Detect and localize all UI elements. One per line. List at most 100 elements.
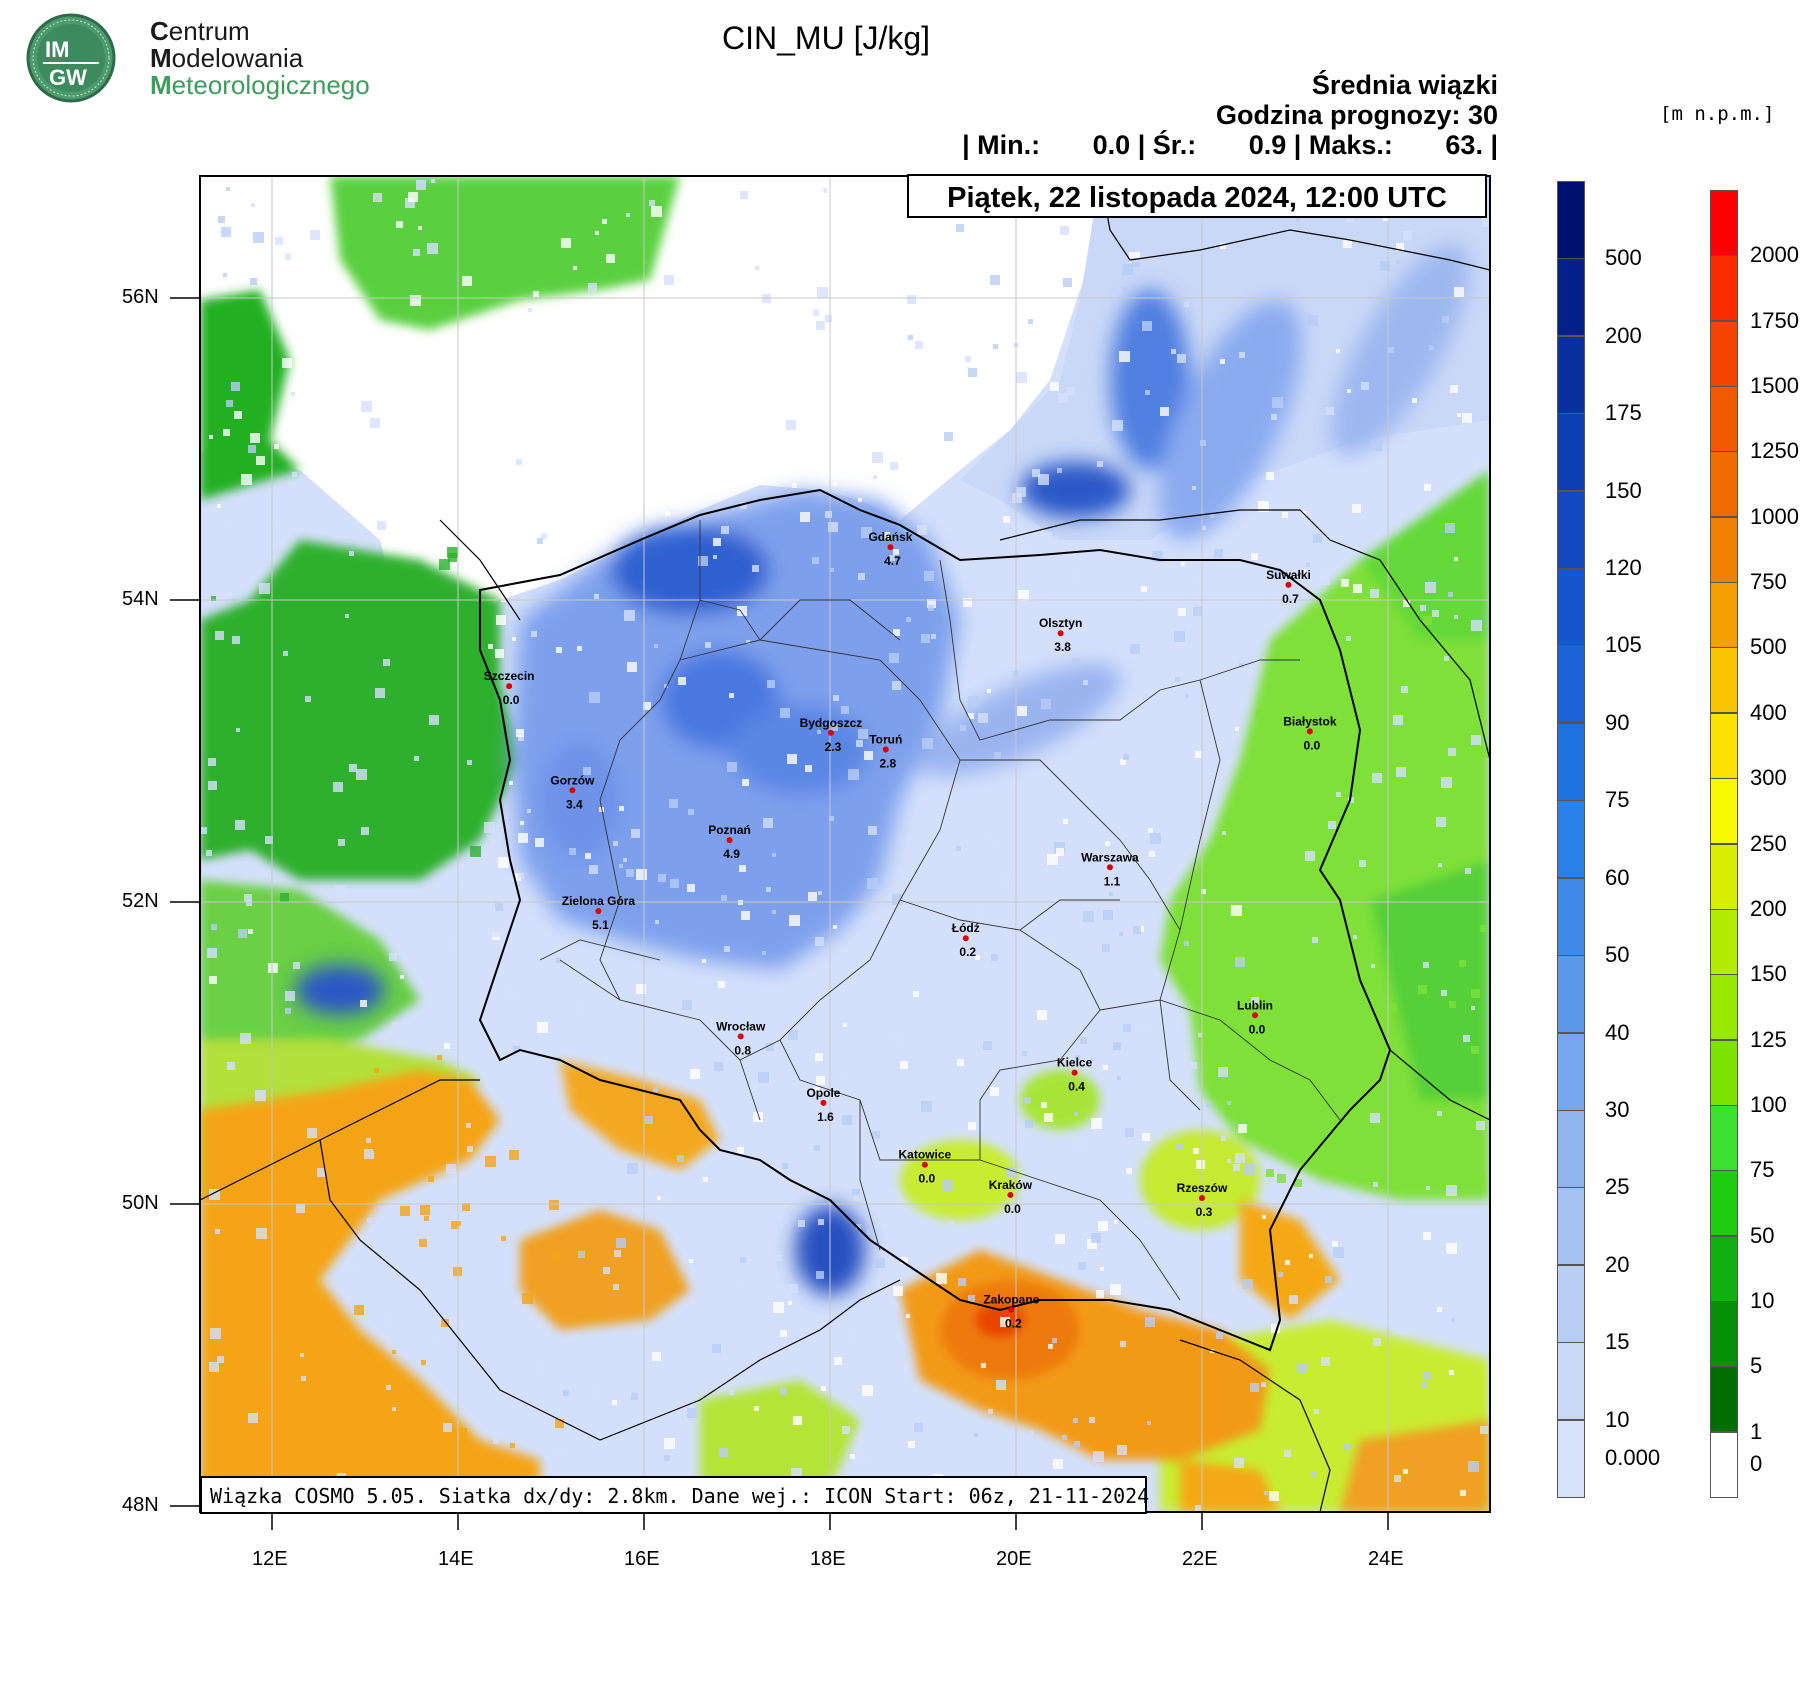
lon-tick-label: 24E	[1368, 1548, 1404, 1570]
colorbar-swatch	[1710, 386, 1738, 453]
field-speckle	[1117, 1445, 1127, 1455]
field-speckle	[211, 596, 216, 601]
field-speckle	[227, 1062, 235, 1070]
field-speckle	[1347, 389, 1351, 393]
city-value: 0.0	[919, 1172, 936, 1186]
field-speckle	[1272, 397, 1283, 408]
field-speckle	[872, 1131, 880, 1139]
field-speckle	[1063, 819, 1068, 824]
field-speckle	[200, 827, 207, 834]
field-speckle	[1278, 1272, 1283, 1277]
field-speckle	[513, 1046, 520, 1053]
field-speckle	[1266, 472, 1274, 480]
field-speckle	[636, 984, 646, 994]
colorbar-swatch	[1557, 955, 1585, 1034]
city-name: Poznań	[708, 823, 751, 837]
field-speckle	[602, 219, 607, 224]
field-speckle	[739, 865, 746, 872]
field-speckle	[276, 1342, 286, 1352]
imgw-logo-text: Centrum Modelowania Meteorologicznego	[150, 16, 370, 100]
colorbar-swatch	[1557, 335, 1585, 414]
field-speckle	[864, 751, 873, 760]
field-speckle	[1432, 610, 1439, 617]
field-speckle	[290, 1376, 300, 1386]
colorbar-swatch	[1557, 568, 1585, 647]
city-marker: Wrocław 0.8	[716, 1019, 766, 1057]
field-speckle	[766, 1043, 774, 1051]
field-speckle	[232, 636, 240, 644]
elevation-unit-label: [m n.p.m.]	[1660, 103, 1775, 125]
city-dot	[726, 837, 733, 844]
field-speckle	[664, 684, 668, 688]
field-speckle	[776, 1255, 782, 1261]
field-speckle	[1200, 440, 1206, 446]
field-speckle	[1319, 574, 1330, 585]
field-speckle	[893, 1286, 903, 1296]
field-speckle	[1347, 1143, 1358, 1154]
field-speckle	[1038, 474, 1049, 485]
field-speckle	[626, 869, 634, 877]
field-speckle	[1195, 751, 1202, 758]
field-speckle	[990, 1087, 999, 1096]
field-speckle	[918, 934, 922, 938]
field-speckle	[968, 696, 979, 707]
colorbar-swatch	[1710, 1170, 1738, 1237]
field-speckle	[1123, 287, 1127, 291]
field-speckle	[938, 933, 942, 937]
field-speckle	[741, 911, 750, 920]
field-speckle	[690, 1069, 700, 1079]
field-speckle	[921, 1101, 932, 1112]
field-speckle	[931, 421, 941, 431]
field-speckle	[1210, 514, 1214, 518]
field-speckle	[1302, 569, 1306, 573]
field-speckle	[613, 1284, 619, 1290]
field-speckle	[419, 1239, 427, 1247]
field-speckle	[248, 445, 256, 453]
city-name: Toruń	[869, 732, 902, 746]
field-speckle	[594, 594, 599, 599]
field-speckle	[714, 1062, 723, 1071]
lon-tick-label: 12E	[252, 1548, 288, 1570]
field-speckle	[862, 1385, 873, 1396]
field-speckle	[1041, 699, 1051, 709]
field-speckle	[275, 237, 283, 245]
field-speckle	[713, 538, 721, 546]
field-speckle	[481, 1122, 488, 1129]
field-speckle	[1352, 504, 1361, 513]
field-speckle	[1425, 582, 1436, 593]
field-speckle	[1123, 1024, 1131, 1032]
field-speckle	[948, 1221, 953, 1226]
field-speckle	[1201, 889, 1206, 894]
lat-tick-label: 52N	[122, 890, 159, 912]
city-marker: Zielona Góra 5.1	[562, 894, 636, 932]
field-speckle	[430, 1337, 437, 1344]
field-speckle	[261, 727, 270, 736]
field-speckle	[421, 1360, 426, 1365]
colorbar-swatch	[1557, 800, 1585, 879]
colorbar-swatch	[1710, 1039, 1738, 1106]
field-speckle	[1468, 1461, 1479, 1472]
field-speckle	[792, 483, 797, 488]
field-speckle	[1239, 663, 1244, 668]
field-speckle	[1250, 1383, 1259, 1392]
field-speckle	[310, 639, 315, 644]
field-speckle	[883, 532, 890, 539]
field-speckle	[705, 642, 711, 648]
field-speckle	[864, 325, 875, 336]
colorbar-label: 75	[1750, 1157, 1775, 1183]
field-speckle	[373, 1143, 381, 1151]
field-speckle	[1344, 901, 1354, 911]
colorbar-swatch	[1557, 1419, 1585, 1498]
city-name: Gorzów	[550, 773, 595, 787]
field-speckle	[789, 915, 800, 926]
city-marker: Rzeszów 0.3	[1177, 1181, 1228, 1219]
colorbar-swatch	[1710, 1104, 1738, 1171]
field-speckle	[1277, 1094, 1286, 1103]
field-speckle	[1437, 1307, 1442, 1312]
city-value: 1.1	[1104, 874, 1121, 888]
city-marker: Kielce 0.4	[1057, 1056, 1093, 1094]
field-speckle	[846, 355, 857, 366]
field-speckle	[1120, 1341, 1126, 1347]
field-speckle	[889, 653, 899, 663]
field-speckle	[682, 1000, 692, 1010]
